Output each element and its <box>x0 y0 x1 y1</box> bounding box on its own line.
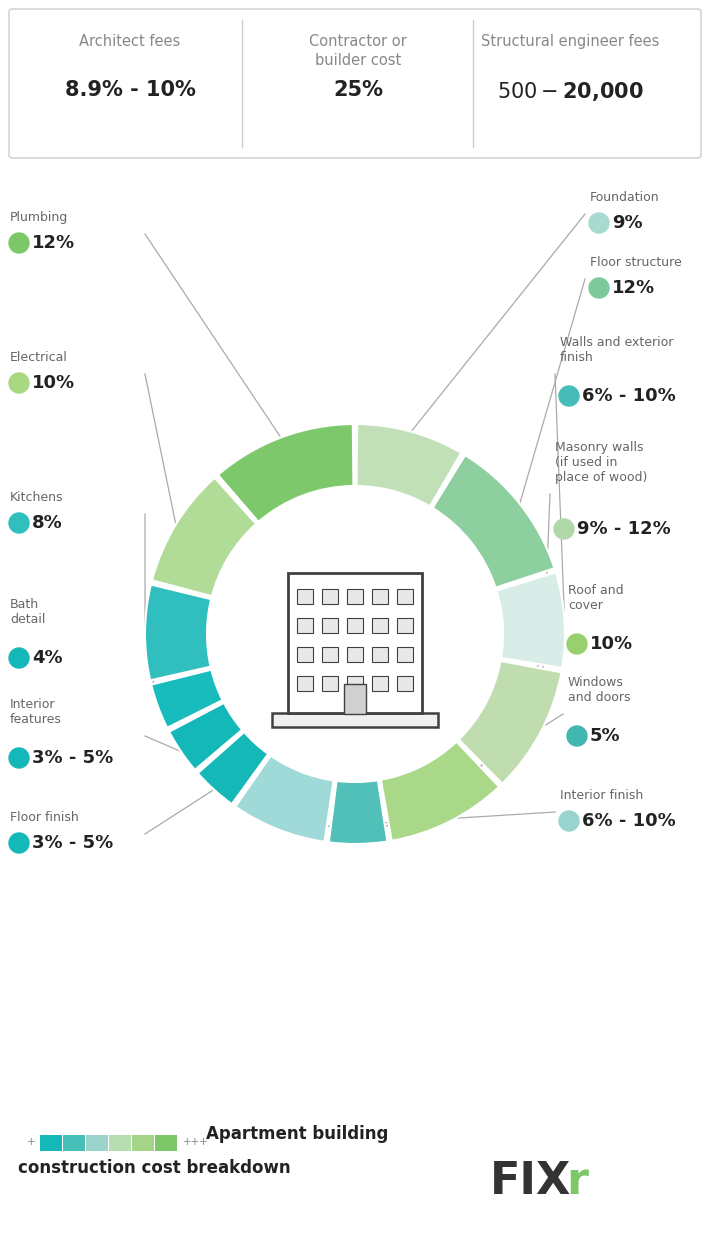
Text: Masonry walls
(if used in
place of wood): Masonry walls (if used in place of wood) <box>555 442 648 484</box>
Text: Kitchens: Kitchens <box>10 491 63 504</box>
Text: +++: +++ <box>183 1137 209 1147</box>
Text: 8%: 8% <box>32 514 62 532</box>
Circle shape <box>9 748 29 768</box>
Circle shape <box>9 233 29 253</box>
Circle shape <box>9 373 29 393</box>
Text: Roof and
cover: Roof and cover <box>568 583 623 612</box>
Text: 3% - 5%: 3% - 5% <box>32 833 114 852</box>
Circle shape <box>559 386 579 406</box>
Wedge shape <box>381 741 499 841</box>
Circle shape <box>567 726 587 746</box>
Bar <box>63 1135 85 1151</box>
Wedge shape <box>198 731 268 804</box>
Bar <box>397 618 413 633</box>
Text: Architect fees: Architect fees <box>80 34 180 49</box>
Bar <box>372 675 388 690</box>
Bar <box>297 588 313 605</box>
Bar <box>109 1135 131 1151</box>
Text: 9% - 12%: 9% - 12% <box>577 520 671 537</box>
Wedge shape <box>151 669 222 728</box>
Text: 12%: 12% <box>32 234 75 253</box>
Circle shape <box>9 513 29 532</box>
Text: FIX: FIX <box>490 1161 572 1203</box>
Wedge shape <box>169 703 242 770</box>
Text: 6% - 10%: 6% - 10% <box>582 812 676 830</box>
Circle shape <box>559 811 579 831</box>
Wedge shape <box>432 455 555 587</box>
Circle shape <box>9 833 29 853</box>
Wedge shape <box>145 585 211 680</box>
Bar <box>344 684 366 714</box>
Text: 4%: 4% <box>32 649 62 667</box>
Text: r: r <box>566 1161 588 1203</box>
Text: 9%: 9% <box>612 214 643 231</box>
Bar <box>347 588 363 605</box>
Circle shape <box>554 519 574 539</box>
Text: Walls and exterior
finish: Walls and exterior finish <box>560 336 673 364</box>
Text: +: + <box>28 1137 36 1147</box>
Bar <box>372 618 388 633</box>
Text: Apartment building: Apartment building <box>206 1125 388 1143</box>
Bar <box>297 675 313 690</box>
Text: 8.9% - 10%: 8.9% - 10% <box>65 80 195 100</box>
Bar <box>322 618 338 633</box>
Text: Plumbing: Plumbing <box>10 211 68 224</box>
Circle shape <box>589 277 609 299</box>
Bar <box>347 618 363 633</box>
Bar <box>322 588 338 605</box>
Bar <box>40 1135 62 1151</box>
Text: 5%: 5% <box>590 726 621 745</box>
Bar <box>272 713 438 726</box>
Text: construction cost breakdown: construction cost breakdown <box>18 1159 290 1177</box>
Text: 12%: 12% <box>612 279 655 297</box>
Text: 25%: 25% <box>333 80 383 100</box>
Wedge shape <box>496 572 565 668</box>
Bar <box>288 573 422 713</box>
Text: Structural engineer fees: Structural engineer fees <box>481 34 659 49</box>
Bar <box>372 647 388 662</box>
Bar <box>397 588 413 605</box>
Wedge shape <box>152 478 256 596</box>
Bar <box>86 1135 108 1151</box>
Bar <box>322 647 338 662</box>
Bar <box>347 675 363 690</box>
Text: Electrical: Electrical <box>10 351 68 364</box>
Bar <box>397 647 413 662</box>
Text: Floor structure: Floor structure <box>590 256 682 269</box>
Bar <box>297 647 313 662</box>
Text: Interior
features: Interior features <box>10 698 62 726</box>
Bar <box>297 618 313 633</box>
Circle shape <box>9 648 29 668</box>
FancyBboxPatch shape <box>9 9 701 158</box>
Circle shape <box>567 634 587 654</box>
Wedge shape <box>459 661 562 784</box>
Text: Foundation: Foundation <box>590 192 660 204</box>
Text: Windows
and doors: Windows and doors <box>568 675 630 704</box>
Text: $500 - $20,000: $500 - $20,000 <box>496 80 643 103</box>
Text: Bath
detail: Bath detail <box>10 598 45 626</box>
Wedge shape <box>329 780 388 843</box>
Bar <box>155 1135 177 1151</box>
Text: 3% - 5%: 3% - 5% <box>32 749 114 768</box>
Text: Contractor or
builder cost: Contractor or builder cost <box>309 34 407 67</box>
Bar <box>397 675 413 690</box>
Circle shape <box>589 213 609 233</box>
Bar <box>347 647 363 662</box>
Wedge shape <box>218 424 354 522</box>
Wedge shape <box>236 755 334 842</box>
Text: 10%: 10% <box>32 374 75 392</box>
Text: Floor finish: Floor finish <box>10 811 79 824</box>
Text: Interior finish: Interior finish <box>560 789 643 802</box>
Bar <box>322 675 338 690</box>
Bar <box>132 1135 154 1151</box>
Text: 10%: 10% <box>590 634 633 653</box>
Text: 6% - 10%: 6% - 10% <box>582 387 676 406</box>
Bar <box>372 588 388 605</box>
Wedge shape <box>356 424 462 506</box>
